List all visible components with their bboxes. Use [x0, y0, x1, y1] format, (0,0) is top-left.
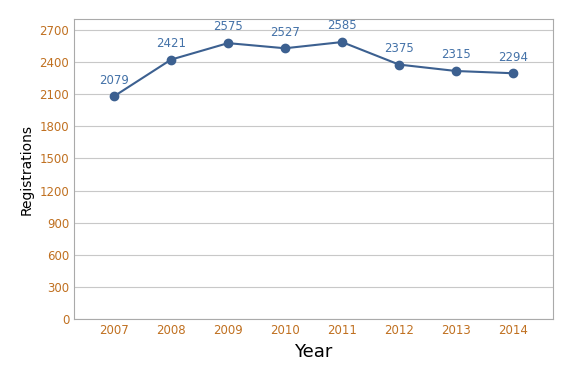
Text: 2294: 2294 [498, 51, 528, 63]
Text: 2079: 2079 [99, 74, 129, 87]
Text: 2585: 2585 [327, 19, 357, 32]
Text: 2527: 2527 [270, 25, 300, 38]
X-axis label: Year: Year [294, 343, 333, 361]
Text: 2375: 2375 [384, 42, 414, 55]
Text: 2575: 2575 [213, 21, 243, 33]
Y-axis label: Registrations: Registrations [20, 124, 34, 215]
Text: 2315: 2315 [441, 48, 471, 61]
Text: 2421: 2421 [156, 37, 186, 50]
